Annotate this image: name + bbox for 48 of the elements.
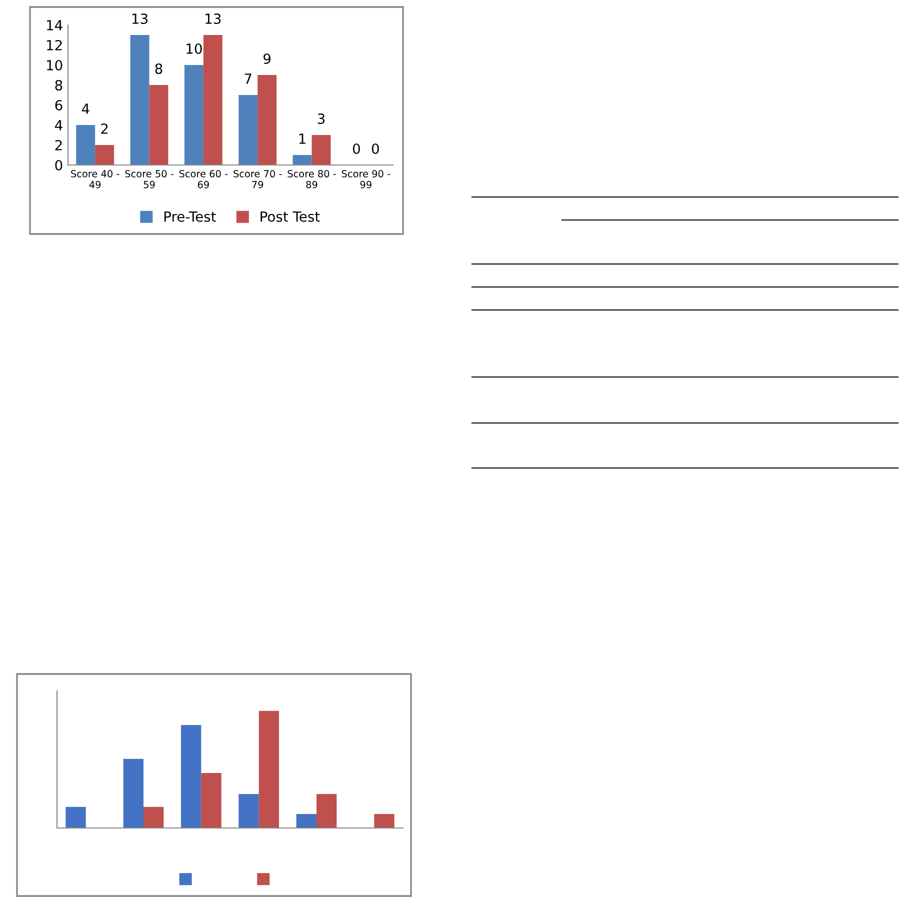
- data-label: 0: [352, 143, 360, 154]
- legend-label: Pre-Test: [164, 212, 216, 222]
- y-tick-label: 14: [46, 20, 62, 30]
- y-tick-label: 6: [55, 100, 62, 110]
- bar: [292, 155, 312, 165]
- bar: [238, 95, 258, 165]
- y-tick-label: 12: [46, 40, 62, 50]
- bar: [296, 814, 316, 828]
- bar: [238, 794, 259, 828]
- data-label: 4: [82, 104, 90, 114]
- bar: [312, 135, 331, 165]
- data-label: 13: [132, 13, 148, 24]
- y-tick-label: 8: [55, 80, 62, 90]
- bar: [203, 35, 222, 165]
- bar: [130, 35, 150, 165]
- data-label: 13: [206, 13, 221, 24]
- bar: [201, 772, 222, 828]
- bar: [374, 814, 394, 828]
- bar: [76, 125, 96, 165]
- bar: [180, 724, 202, 828]
- data-label: 9: [264, 53, 271, 64]
- x-tick-label: Score 80 - 89: [288, 170, 336, 188]
- bar: [258, 710, 280, 828]
- bar: [144, 806, 164, 828]
- data-label: 10: [186, 43, 202, 54]
- bar: [258, 75, 277, 165]
- x-tick-label: Score 70 - 79: [234, 170, 282, 188]
- bar: [316, 794, 337, 828]
- x-tick-label: Score 90 - 99: [342, 170, 390, 188]
- data-label: 0: [372, 143, 379, 154]
- bar: [149, 85, 168, 165]
- y-tick-label: 0: [55, 160, 62, 170]
- data-label: 8: [155, 63, 162, 74]
- data-label: 3: [318, 113, 325, 124]
- data-label: 7: [244, 74, 252, 84]
- x-tick-label: Score 40 - 49: [71, 170, 120, 188]
- y-tick-label: 10: [46, 60, 62, 70]
- y-tick-label: 2: [55, 140, 62, 150]
- bar: [66, 806, 86, 828]
- legend-label: Post Test: [260, 212, 320, 222]
- data-label: 1: [299, 134, 306, 144]
- y-tick-label: 4: [54, 120, 62, 130]
- x-tick-label: Score 60 - 69: [179, 170, 228, 188]
- bar: [184, 65, 204, 165]
- bar: [95, 145, 114, 165]
- x-tick-label: Score 50 - 59: [125, 170, 174, 188]
- bar: [123, 758, 144, 828]
- data-label: 2: [101, 123, 108, 134]
